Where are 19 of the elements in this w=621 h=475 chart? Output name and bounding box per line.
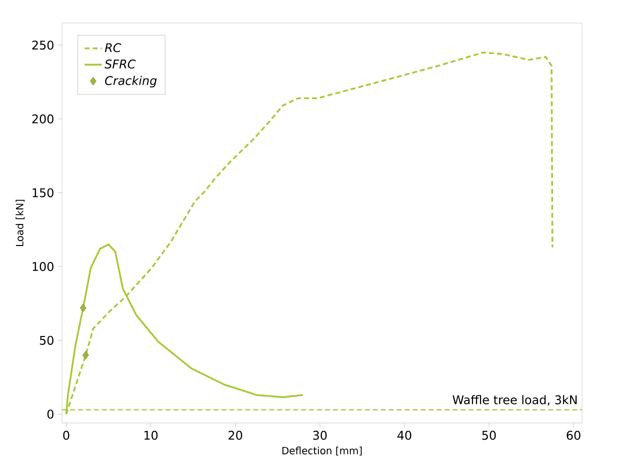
ref-line-label: Waffle tree load, 3kN bbox=[452, 395, 577, 406]
y-tick-label: 150 bbox=[32, 188, 54, 198]
legend-label: Cracking bbox=[105, 76, 157, 88]
y-axis-title: Load [kN] bbox=[16, 200, 25, 246]
legend-label: SFRC bbox=[104, 60, 136, 69]
x-tick-label: 60 bbox=[566, 430, 580, 440]
y-tick-label: 0 bbox=[47, 410, 54, 419]
x-tick-label: 30 bbox=[313, 430, 327, 440]
y-tick-label: 200 bbox=[32, 114, 54, 124]
x-tick-label: 40 bbox=[397, 430, 412, 440]
x-tick-label: 20 bbox=[228, 430, 242, 440]
y-tick-label: 250 bbox=[32, 40, 54, 50]
y-tick-label: 100 bbox=[32, 262, 54, 272]
x-axis-title: Deflection [mm] bbox=[282, 446, 362, 456]
x-tick-label: 10 bbox=[144, 430, 158, 440]
x-tick-label: 50 bbox=[482, 430, 496, 440]
y-tick-label: 50 bbox=[40, 336, 54, 345]
x-tick-label: 0 bbox=[63, 430, 70, 440]
legend-label: RC bbox=[104, 43, 122, 52]
